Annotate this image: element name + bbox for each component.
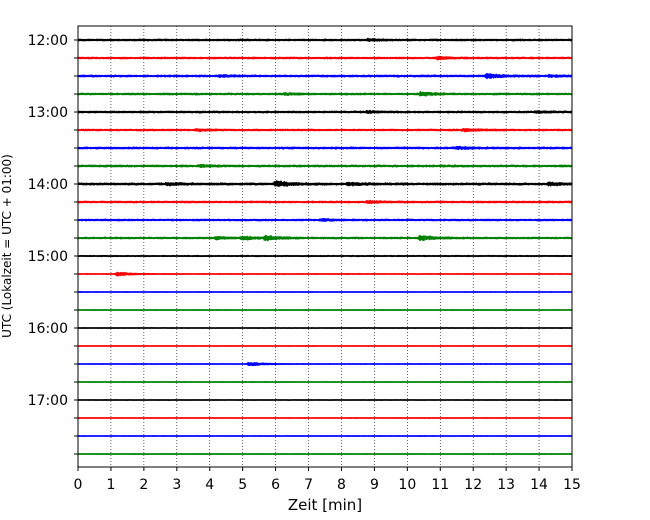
trace-lines <box>77 37 573 455</box>
x-tick-label: 13 <box>497 477 515 493</box>
x-tick-label: 12 <box>464 477 482 493</box>
x-axis-ticks: 0 1 2 3 4 5 6 7 8 9 10 11 12 13 14 15 <box>74 467 581 493</box>
x-tick-label: 11 <box>431 477 449 493</box>
plot-frame <box>77 25 573 468</box>
trace-1300 <box>77 109 573 114</box>
y-axis-ticks: 12:00 13:00 14:00 15:00 16:00 17:00 <box>28 33 78 455</box>
x-tick-label: 9 <box>370 477 379 493</box>
y-tick-label: 17:00 <box>28 393 68 409</box>
trace-1230 <box>77 73 573 80</box>
trace-1330 <box>77 145 573 151</box>
trace-1630 <box>77 361 573 367</box>
trace-1515 <box>77 271 573 277</box>
trace-1400 <box>77 180 573 187</box>
x-tick-label: 1 <box>106 477 115 493</box>
x-tick-label: 10 <box>398 477 416 493</box>
x-tick-label: 8 <box>337 477 346 493</box>
trace-1245 <box>77 90 573 97</box>
x-tick-label: 2 <box>139 477 148 493</box>
x-tick-label: 3 <box>172 477 181 493</box>
trace-1445 <box>77 234 573 242</box>
trace-1430 <box>77 218 573 223</box>
x-tick-label: 5 <box>238 477 247 493</box>
trace-1200 <box>77 37 573 43</box>
y-axis-label: UTC (Lokalzeit = UTC + 01:00) <box>0 154 14 338</box>
y-tick-label: 16:00 <box>28 321 68 337</box>
trace-1315 <box>77 127 573 133</box>
x-tick-label: 7 <box>304 477 313 493</box>
x-axis-label: Zeit [min] <box>288 496 362 514</box>
y-tick-label: 14:00 <box>28 177 68 193</box>
y-tick-label: 13:00 <box>28 105 68 121</box>
trace-1415 <box>77 199 573 205</box>
x-tick-label: 6 <box>271 477 280 493</box>
trace-1500 <box>77 254 573 258</box>
x-tick-label: 15 <box>563 477 581 493</box>
x-tick-label: 14 <box>530 477 548 493</box>
trace-1215 <box>77 55 573 61</box>
y-tick-label: 15:00 <box>28 249 68 265</box>
y-tick-label: 12:00 <box>28 33 68 49</box>
trace-1345 <box>77 163 573 169</box>
x-tick-label: 4 <box>205 477 214 493</box>
x-tick-label: 0 <box>74 477 83 493</box>
